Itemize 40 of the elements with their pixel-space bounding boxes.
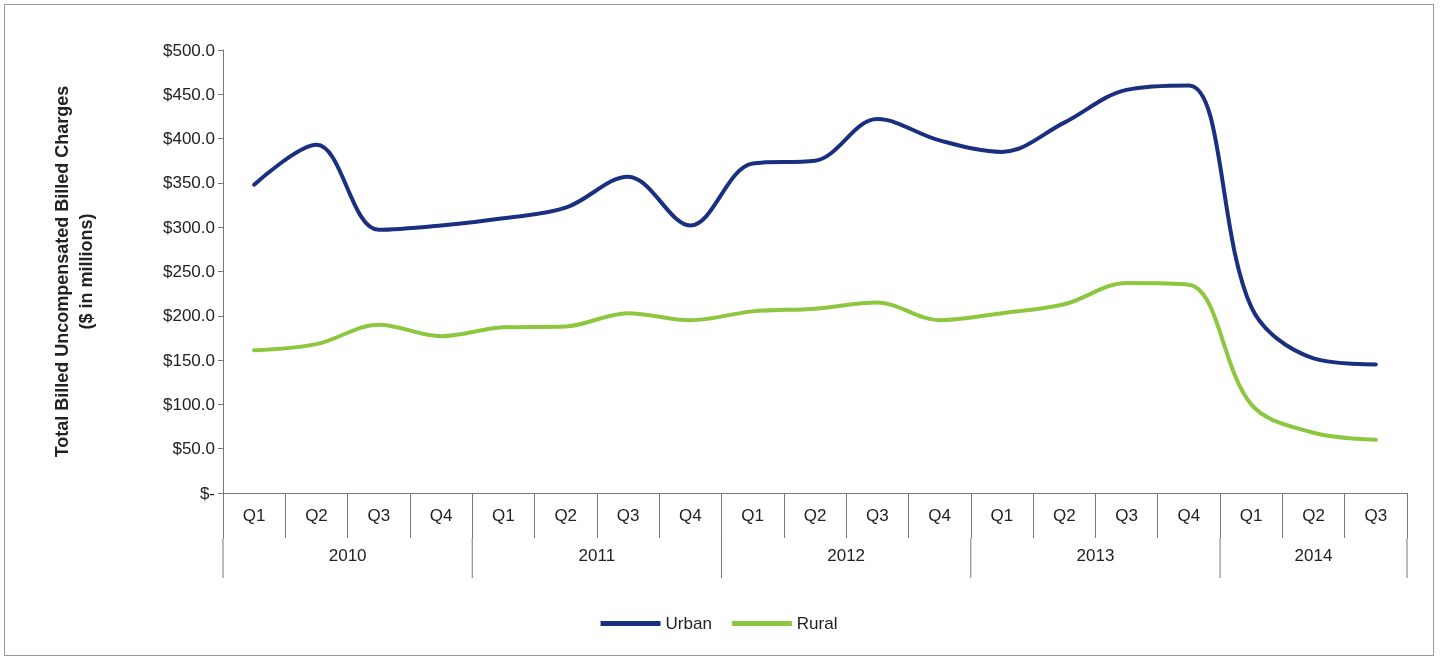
x-tick-label: Q1 [492, 506, 515, 525]
y-tick-label: $50.0 [172, 439, 215, 459]
y-tick-label: $350.0 [163, 173, 215, 193]
text: 2011 [578, 545, 616, 565]
x-tick-label: Q4 [928, 506, 951, 525]
legend-label: Urban [665, 614, 712, 633]
y-tick-label: $250.0 [163, 262, 215, 281]
x-tick-label: Q4 [1177, 506, 1201, 525]
y-axis-title: Total Billed Uncompensated Billed Charges ($ in millions) [52, 85, 96, 458]
x-tick-label: Q3 [616, 506, 640, 525]
line-series [252, 281, 1378, 442]
x-tick-label: Q2 [803, 506, 827, 525]
x-tick-label: Q2 [1302, 506, 1325, 525]
x-tick-label: Q3 [1364, 506, 1388, 525]
x-tick-label: Q2 [1052, 506, 1076, 525]
y-tick-label: $200.0 [163, 306, 215, 326]
x-tick-label: Q2 [305, 506, 328, 525]
text: 2013 [1076, 545, 1115, 565]
y-tick-label: $500.0 [163, 40, 215, 60]
x-tick-label: Q1 [242, 506, 266, 525]
y-tick-label: $- [199, 483, 215, 503]
x-tick-label: Q2 [554, 506, 578, 525]
x-tick-label: Q1 [1239, 506, 1263, 525]
x-tick-label: Q3 [865, 506, 889, 525]
text: 2010 [328, 545, 367, 565]
x-tick-label: Q3 [1115, 506, 1138, 525]
line-series [252, 83, 1378, 367]
y-tick-label: $100.0 [163, 394, 215, 414]
x-tick-label: Q1 [741, 506, 765, 525]
x-tick-label: Q4 [679, 506, 702, 525]
y-tick-label: $300.0 [163, 217, 215, 237]
x-tick-label: Q4 [429, 506, 453, 525]
text: 2012 [827, 545, 866, 565]
x-tick-label: Q3 [367, 506, 391, 525]
y-tick-label: $400.0 [163, 129, 215, 149]
text: 2014 [1294, 545, 1333, 565]
legend-label: Rural [796, 614, 838, 633]
y-tick-label: $450.0 [163, 84, 215, 104]
y-tick-label: $150.0 [163, 350, 215, 370]
x-tick-label: Q1 [990, 506, 1014, 525]
